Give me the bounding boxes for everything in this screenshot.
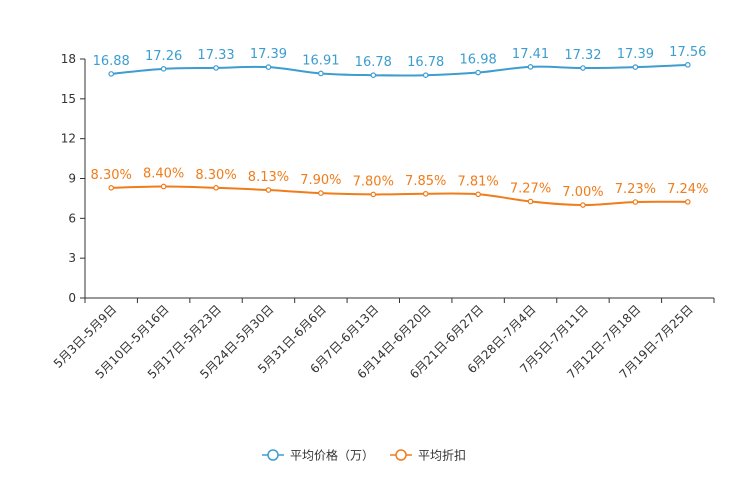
data-point[interactable] xyxy=(632,199,639,205)
data-label: 7.81% xyxy=(457,174,498,189)
y-tick-label: 6 xyxy=(68,211,76,225)
data-point[interactable] xyxy=(684,62,691,68)
data-point[interactable] xyxy=(475,191,481,198)
axes: 03691215185月3日-5月9日5月10日-5月16日5月17日-5月23… xyxy=(51,52,715,382)
data-label: 17.41 xyxy=(512,47,549,62)
data-point[interactable] xyxy=(580,65,586,71)
y-tick-label: 12 xyxy=(61,132,76,146)
data-label: 7.80% xyxy=(353,174,394,189)
data-label: 7.24% xyxy=(667,182,708,197)
data-label: 17.33 xyxy=(197,48,234,63)
data-point[interactable] xyxy=(527,64,534,70)
y-tick-label: 18 xyxy=(61,52,76,66)
legend-item-0[interactable]: 平均价格（万） xyxy=(262,448,374,463)
data-label: 7.27% xyxy=(510,181,551,196)
data-label: 16.78 xyxy=(407,55,444,70)
data-label: 17.39 xyxy=(617,47,654,62)
data-point[interactable] xyxy=(265,187,272,193)
series-layer: 16.88 17.26 17.33 17.39 16.91 16.78 16.78 16.98… xyxy=(91,45,708,208)
legend[interactable]: 平均价格（万） 平均折扣 xyxy=(262,448,466,463)
data-point[interactable] xyxy=(108,184,115,191)
data-label: 7.00% xyxy=(562,185,603,200)
data-point[interactable] xyxy=(580,202,586,208)
data-point[interactable] xyxy=(684,199,691,205)
y-tick-label: 9 xyxy=(68,172,76,186)
legend-marker-icon xyxy=(267,449,279,461)
data-label: 7.23% xyxy=(615,182,656,197)
data-point[interactable] xyxy=(213,184,219,191)
data-point[interactable] xyxy=(160,66,167,72)
data-point[interactable] xyxy=(265,64,272,70)
y-tick-label: 3 xyxy=(68,251,76,265)
data-point[interactable] xyxy=(108,71,115,77)
data-label: 17.26 xyxy=(145,49,182,64)
data-label: 8.30% xyxy=(195,168,236,183)
data-point[interactable] xyxy=(422,72,429,78)
y-tick-label: 15 xyxy=(61,92,76,106)
data-label: 16.91 xyxy=(302,53,339,68)
data-label: 16.78 xyxy=(355,55,392,70)
legend-item-1[interactable]: 平均折扣 xyxy=(390,448,466,463)
data-label: 17.39 xyxy=(250,47,287,62)
data-point[interactable] xyxy=(370,72,377,78)
series-line xyxy=(111,185,688,207)
data-label: 16.98 xyxy=(460,53,497,68)
data-label: 16.88 xyxy=(93,54,130,69)
data-label: 7.85% xyxy=(405,174,446,189)
series-0: 16.88 17.26 17.33 17.39 16.91 16.78 16.78 16.98… xyxy=(93,45,706,78)
data-label: 7.90% xyxy=(300,173,341,188)
data-point[interactable] xyxy=(213,65,219,71)
data-point[interactable] xyxy=(318,190,324,196)
legend-marker-icon xyxy=(395,449,407,461)
data-point[interactable] xyxy=(632,64,639,70)
data-label: 8.13% xyxy=(248,170,289,185)
series-line xyxy=(111,63,688,77)
data-point[interactable] xyxy=(475,69,481,76)
series-1: 8.30% 8.40% 8.30% 8.13% 7.90% 7.80% 7.85% 7.81%… xyxy=(91,166,708,208)
data-point[interactable] xyxy=(318,70,324,77)
data-label: 8.40% xyxy=(143,166,184,181)
data-point[interactable] xyxy=(160,183,167,190)
data-label: 8.30% xyxy=(91,168,132,183)
data-point[interactable] xyxy=(422,190,429,197)
y-tick-label: 0 xyxy=(68,291,76,305)
data-point[interactable] xyxy=(527,198,534,205)
data-label: 17.32 xyxy=(564,48,601,63)
legend-label: 平均折扣 xyxy=(418,448,466,463)
legend-label: 平均价格（万） xyxy=(290,448,374,463)
data-label: 17.56 xyxy=(669,45,706,60)
data-point[interactable] xyxy=(370,191,377,198)
